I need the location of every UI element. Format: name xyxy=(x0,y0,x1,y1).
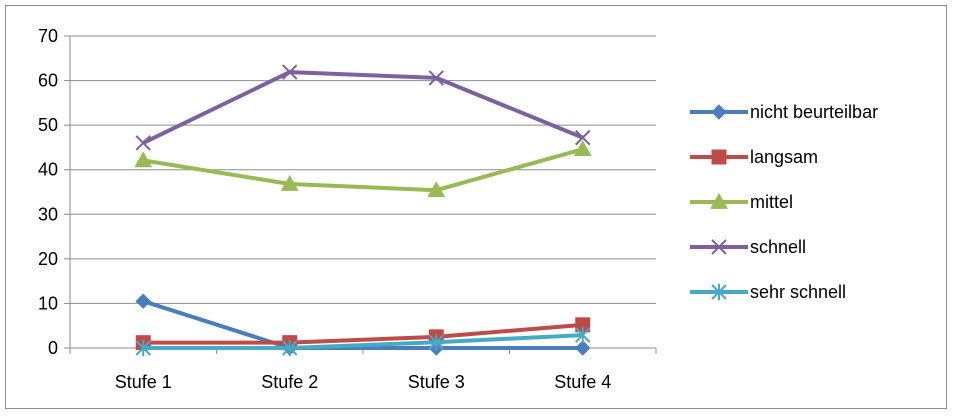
y-tick-label: 50 xyxy=(38,115,58,135)
data-point-sehr-schnell-4 xyxy=(575,327,591,344)
data-point-mittel-1 xyxy=(134,151,153,168)
legend-label-langsam: langsam xyxy=(750,147,818,167)
y-tick-label: 40 xyxy=(38,160,58,180)
y-tick-label: 30 xyxy=(38,204,58,224)
legend-marker-mittel xyxy=(710,192,728,209)
data-point-schnell-3 xyxy=(428,70,444,86)
legend-marker-sehr-schnell xyxy=(711,284,727,300)
y-tick-label: 0 xyxy=(48,338,58,358)
series-line-langsam xyxy=(143,322,583,345)
x-tick-label-stufe-1: Stufe 1 xyxy=(115,372,172,392)
data-point-mittel-3 xyxy=(427,181,446,198)
x-tick-labels: Stufe 1 Stufe 2 Stufe 3 Stufe 4 xyxy=(115,372,612,392)
series-schnell xyxy=(135,64,591,151)
series-line-nicht-beurteilbar xyxy=(142,299,583,350)
data-point-mittel-2 xyxy=(280,174,299,191)
data-point-sehr-schnell-2 xyxy=(282,340,298,356)
series-line-schnell xyxy=(142,70,584,145)
data-point-nicht-beurteilbar-1 xyxy=(135,293,151,309)
legend-marker-langsam xyxy=(711,149,727,165)
series-line-sehr-schnell xyxy=(143,333,583,350)
data-point-sehr-schnell-1 xyxy=(135,340,151,356)
legend-marker-nicht-beurteilbar xyxy=(711,104,727,120)
data-point-nicht-beurteilbar-4 xyxy=(575,340,591,356)
series-mittel xyxy=(134,140,592,198)
x-tick-label-stufe-3: Stufe 3 xyxy=(408,372,465,392)
legend: nicht beurteilbar langsam mittel schnell seh… xyxy=(690,102,878,302)
y-tick-label: 60 xyxy=(38,71,58,91)
series-line-mittel xyxy=(142,147,584,193)
data-point-mittel-4 xyxy=(573,140,592,157)
legend-entry-nicht-beurteilbar: nicht beurteilbar xyxy=(690,102,878,122)
legend-entry-sehr-schnell: sehr schnell xyxy=(690,282,846,302)
series-lines xyxy=(134,64,592,356)
legend-entry-mittel: mittel xyxy=(690,192,793,212)
legend-marker-schnell xyxy=(711,239,727,255)
legend-entry-langsam: langsam xyxy=(690,147,818,167)
y-tick-label: 10 xyxy=(38,293,58,313)
series-sehr-schnell xyxy=(135,327,591,356)
data-point-sehr-schnell-3 xyxy=(428,334,444,351)
legend-entry-schnell: schnell xyxy=(690,237,806,257)
x-tick-label-stufe-2: Stufe 2 xyxy=(261,372,318,392)
y-tick-label: 70 xyxy=(38,26,58,46)
data-point-schnell-1 xyxy=(135,135,151,151)
y-tick-labels: 0 10 20 30 40 50 60 70 xyxy=(38,26,58,358)
legend-label-mittel: mittel xyxy=(750,192,793,212)
legend-label-schnell: schnell xyxy=(750,237,806,257)
legend-label-sehr-schnell: sehr schnell xyxy=(750,282,846,302)
y-tick-label: 20 xyxy=(38,249,58,269)
data-point-schnell-2 xyxy=(282,64,298,80)
gridlines xyxy=(70,35,656,304)
x-tick-label-stufe-4: Stufe 4 xyxy=(554,372,611,392)
data-point-schnell-4 xyxy=(575,129,591,146)
legend-label-nicht-beurteilbar: nicht beurteilbar xyxy=(750,102,878,122)
